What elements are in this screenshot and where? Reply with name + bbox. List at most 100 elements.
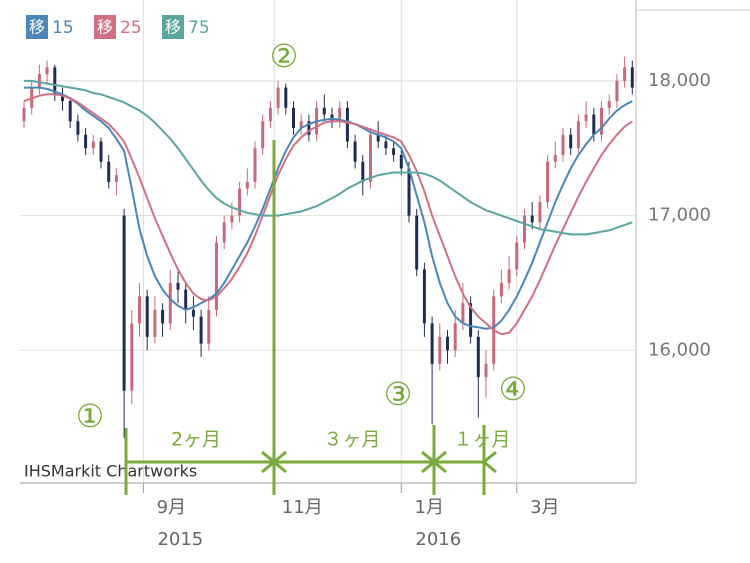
candle-body [530,215,534,223]
candle-body [122,215,126,391]
candle-body [284,87,288,108]
period-label: １ヶ月 [453,429,510,451]
arrow-head [421,450,437,474]
candle-body [222,222,226,243]
annotation-number: ③ [384,375,413,413]
candle-body [438,336,442,364]
annotation-number: ① [76,397,105,435]
candle-body [68,101,72,122]
candle-body [607,101,611,108]
candle-body [230,215,234,223]
candle-body [168,282,172,324]
x-year-label: 2016 [415,529,461,550]
candle-body [238,188,242,216]
candle-body [45,67,49,75]
period-label: ３ヶ月 [323,429,380,451]
candle-body [261,121,265,149]
legend-badge [94,15,116,39]
candle-body [600,107,603,135]
legend-badge-text: 移 [165,18,181,37]
y-tick-label: 17,000 [648,205,711,226]
legend-badge [162,15,184,39]
candle-body [523,215,526,243]
candle-body [399,154,403,169]
candle-body [153,309,157,337]
x-tick-label: 11月 [282,497,323,518]
candle-body [484,363,488,378]
annotation-number: ② [270,37,299,75]
legend-badge [26,15,48,39]
candle-body [515,242,519,270]
candle-body [138,296,141,324]
candle-body [53,67,57,95]
candle-body [384,141,388,149]
ma-line [24,86,633,330]
candle-body [207,309,211,344]
candle-body [268,107,272,122]
candle-body [292,107,295,129]
y-tick-label: 16,000 [648,339,711,360]
period-label: 2ヶ月 [171,429,221,451]
candle-body [422,269,426,324]
candle-body [369,134,372,182]
candle-body [61,94,64,102]
x-tick-label: 9月 [157,497,186,518]
ma-line [24,79,633,236]
candle-body [130,323,134,391]
candle-body [37,74,41,88]
watermark: IHSMarkit Chartworks [24,462,197,481]
candle-body [307,121,311,135]
candle-body [22,107,26,122]
candle-body [91,141,95,149]
x-year-label: 2015 [157,529,203,550]
candle-body [161,309,165,324]
candle-body [215,242,218,310]
candle-body [276,87,280,108]
candle-body [338,107,342,122]
candle-body [84,134,88,149]
candle-body [499,282,503,297]
candle-body [446,336,449,351]
candle-body [584,114,588,122]
legend-label: 75 [188,18,210,38]
candle-body [538,202,542,223]
candle-body [461,303,465,324]
x-tick-label: 3月 [530,497,559,518]
candle-body [176,282,180,290]
candle-body [407,168,411,216]
candle-body [145,296,149,337]
legend-label: 25 [120,18,142,38]
y-tick-label: 18,000 [648,70,711,91]
candle-body [322,107,326,115]
candle-body [469,303,473,337]
candle-body [630,67,634,88]
candle-body [415,215,419,270]
candle-body [392,148,396,155]
candle-body [253,148,257,182]
x-tick-label: 1月 [415,497,444,518]
candle-body [114,175,118,182]
candle-body [623,67,627,81]
candle-body [199,316,203,344]
candle-body [345,107,349,142]
candle-body [476,336,480,378]
candle-body [353,141,357,162]
candle-body [361,161,365,182]
candle-body [99,141,103,162]
annotation-number: ④ [499,370,528,408]
ma-line [23,93,633,336]
candle-body [592,114,596,135]
legend-badge-text: 移 [97,18,113,37]
candle-body [569,134,573,149]
arrow-head [261,450,277,474]
candle-body [107,161,111,182]
candle-body [507,269,511,283]
arrow-head [481,450,497,474]
candle-body [76,121,80,135]
candle-body [184,289,188,310]
candle-body [376,134,380,142]
candle-body [576,121,580,149]
candle-body [299,121,303,129]
candle-body [191,309,195,317]
